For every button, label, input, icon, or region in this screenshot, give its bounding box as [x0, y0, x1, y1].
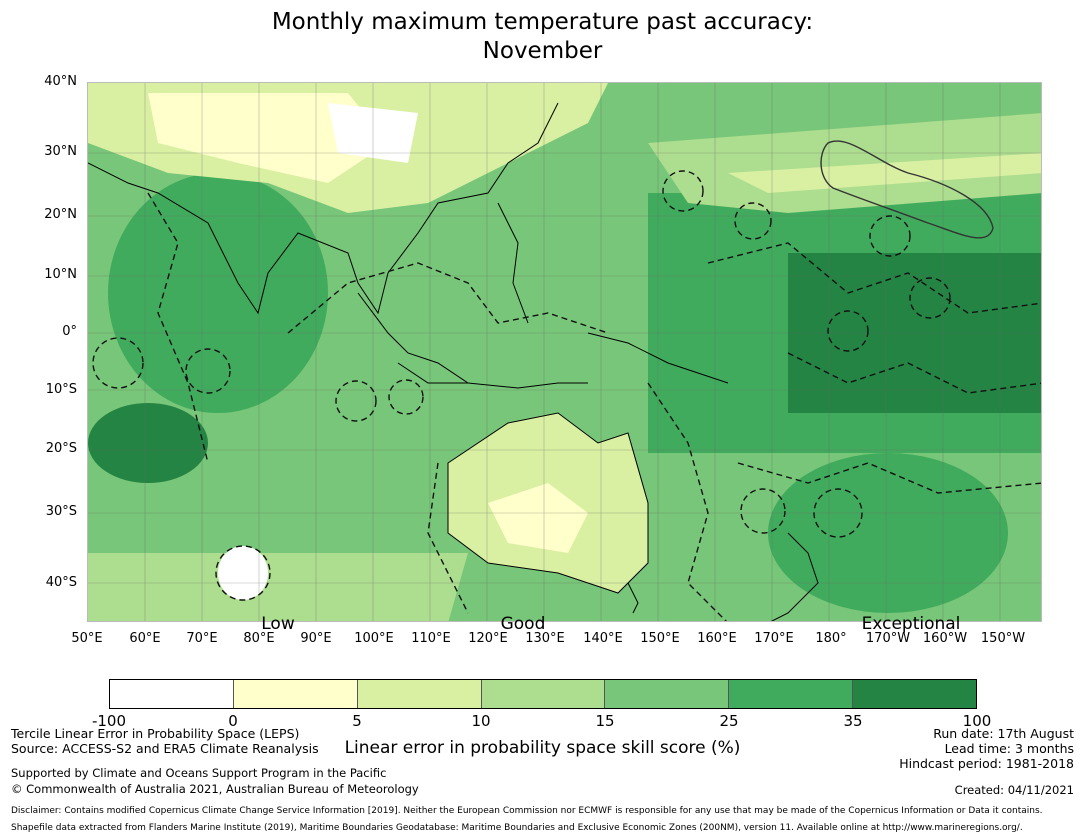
title-line-2: November — [482, 38, 603, 64]
skill-map — [87, 82, 1042, 622]
lat-label: 40°S — [45, 575, 77, 590]
run-date: Run date: 17th August — [933, 726, 1074, 741]
support-note: Supported by Climate and Oceans Support … — [11, 766, 387, 780]
lon-label: 170°E — [754, 631, 794, 646]
lon-label: 80°E — [243, 631, 275, 646]
lat-label: 20°N — [44, 207, 77, 222]
lon-label: 70°E — [186, 631, 218, 646]
lon-label: 100°E — [354, 631, 394, 646]
colorbar-bin — [481, 680, 606, 708]
leps-note: Tercile Linear Error in Probability Spac… — [11, 726, 300, 741]
lat-label: 20°S — [45, 441, 77, 456]
lat-label: 30°S — [45, 504, 77, 519]
colorbar-tick: 100 — [962, 712, 992, 730]
colorbar-bin — [110, 680, 234, 708]
lon-label: 170°W — [865, 631, 911, 646]
lon-label: 90°E — [300, 631, 332, 646]
map-region-himalaya-low — [148, 93, 388, 183]
lon-label: 120°E — [468, 631, 508, 646]
lon-label: 150°W — [980, 631, 1026, 646]
title-line-1: Monthly maximum temperature past accurac… — [271, 9, 814, 35]
lon-label: 60°E — [129, 631, 161, 646]
colorbar-bin — [357, 680, 482, 708]
lead-time: Lead time: 3 months — [944, 741, 1074, 756]
copyright-note: © Commonwealth of Australia 2021, Austra… — [11, 782, 419, 796]
map-region-indian-ocean — [108, 173, 328, 413]
map-highlight-region — [820, 140, 994, 239]
map-canvas — [88, 83, 1041, 621]
lat-label: 40°N — [44, 74, 77, 89]
map-eez-boundaries — [92, 170, 1041, 621]
lon-label: 150°E — [640, 631, 680, 646]
colorbar-bin — [729, 680, 854, 708]
shapefile-note: Shapefile data extracted from Flanders M… — [11, 823, 1023, 833]
map-region-west-indian-high — [88, 403, 208, 483]
colorbar-bin — [853, 680, 977, 708]
category-exceptional: Exceptional — [861, 614, 961, 634]
lon-label: 50°E — [71, 631, 103, 646]
colorbar-bin — [605, 680, 730, 708]
lon-label: 160°W — [922, 631, 968, 646]
hindcast-period: Hindcast period: 1981-2018 — [899, 756, 1074, 771]
lon-label: 160°E — [697, 631, 737, 646]
colorbar-label: Linear error in probability space skill … — [344, 738, 741, 758]
lat-label: 30°N — [44, 144, 77, 159]
category-low: Low — [261, 614, 295, 634]
map-coastlines — [88, 102, 819, 621]
map-gridlines — [88, 83, 1041, 621]
colorbar-tick: 35 — [843, 712, 863, 730]
lon-label: 130°E — [525, 631, 565, 646]
lon-label: 180° — [815, 631, 847, 646]
lon-label: 140°E — [583, 631, 623, 646]
colorbar-tick: 0 — [228, 712, 238, 730]
page-title: Monthly maximum temperature past accurac… — [0, 8, 1085, 66]
colorbar-tick: -100 — [91, 712, 127, 730]
lat-label: 10°N — [44, 267, 77, 282]
colorbar — [109, 679, 977, 709]
source-note: Source: ACCESS-S2 and ERA5 Climate Reana… — [11, 741, 319, 756]
lon-label: 110°E — [411, 631, 451, 646]
colorbar-tick: 25 — [719, 712, 739, 730]
colorbar-tick: 15 — [595, 712, 615, 730]
lat-label: 10°S — [45, 382, 77, 397]
map-region-north-pacific-band — [728, 153, 1041, 193]
colorbar-tick: 10 — [471, 712, 491, 730]
lat-label: 0° — [62, 324, 77, 339]
colorbar-tick: 5 — [352, 712, 362, 730]
disclaimer: Disclaimer: Contains modified Copernicus… — [11, 806, 1043, 816]
map-region-australia-low — [488, 483, 588, 553]
category-good: Good — [500, 614, 546, 634]
colorbar-bin — [233, 680, 358, 708]
map-region-no-skill-south — [218, 546, 268, 600]
created-date: Created: 04/11/2021 — [954, 783, 1074, 797]
map-region-tasman — [768, 453, 1008, 613]
